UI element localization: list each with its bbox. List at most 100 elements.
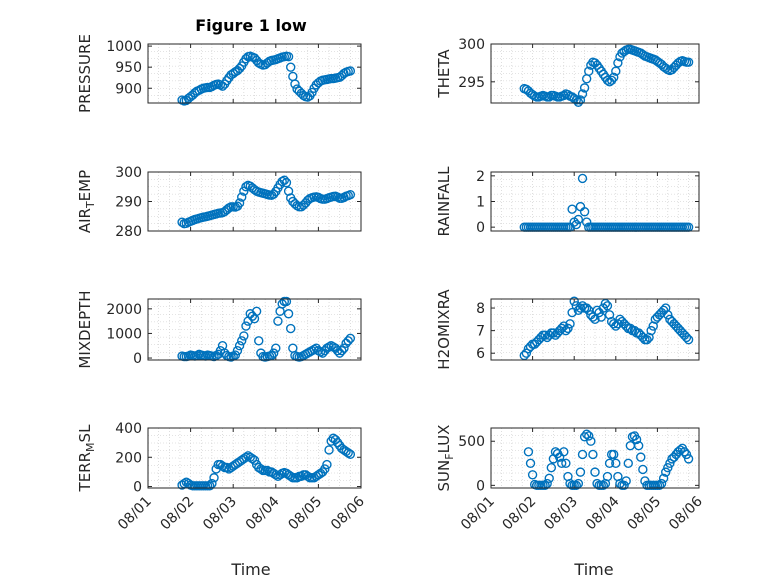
data-point: [609, 72, 619, 82]
data-point: [332, 345, 343, 356]
axes-frame: [147, 171, 362, 232]
data-point: [222, 462, 232, 473]
data-point: [584, 66, 594, 76]
data-point: [577, 173, 588, 184]
y-tick-label: 280: [115, 224, 142, 240]
data-point: [271, 470, 281, 480]
data-point: [646, 325, 656, 336]
y-tick-label: 1000: [106, 326, 142, 342]
y-tick-label: 295: [458, 75, 485, 91]
data-point: [296, 471, 307, 481]
y-tick-label: 300: [115, 165, 142, 181]
data-point: [271, 343, 281, 353]
x-tick-label: 08/04: [583, 493, 623, 533]
data-point: [345, 333, 356, 344]
data-point: [579, 207, 590, 217]
x-tick-label: 08/01: [458, 494, 498, 534]
data-point: [571, 95, 581, 105]
data-point: [592, 305, 602, 315]
data-point: [602, 471, 613, 482]
data-point: [596, 312, 606, 322]
data-point: [611, 321, 621, 331]
data-point: [590, 467, 600, 477]
data-point: [663, 310, 673, 320]
y-tick-label: 0: [476, 478, 485, 494]
data-point: [320, 464, 330, 474]
y-axis-label: RAINFALL: [435, 166, 453, 237]
data-point: [237, 336, 247, 346]
data-point: [281, 177, 292, 188]
data-point: [241, 182, 251, 192]
data-point: [663, 463, 673, 473]
data-point: [339, 343, 349, 353]
y-axis-label: THETA: [435, 49, 453, 99]
data-point: [249, 455, 260, 465]
y-tick-label: 0: [133, 351, 142, 367]
data-point: [527, 470, 538, 480]
data-point: [205, 481, 215, 491]
y-tick-label: 0: [476, 220, 485, 236]
x-tick-label: 08/02: [158, 494, 198, 534]
data-point: [345, 449, 356, 460]
y-axis-label: SUNFLUX: [435, 425, 456, 492]
y-tick-label: 1000: [106, 39, 142, 55]
axes-frame: [490, 43, 700, 104]
data-point: [324, 445, 334, 455]
data-point: [234, 341, 245, 351]
data-point: [567, 204, 577, 214]
data-point: [609, 319, 619, 329]
y-tick-label: 2: [476, 169, 485, 185]
y-axis-label: MIXDEPTH: [76, 290, 94, 368]
data-point: [561, 325, 571, 336]
data-point: [234, 63, 245, 74]
data-point: [602, 301, 613, 311]
y-tick-label: 0: [133, 480, 142, 496]
data-point: [613, 58, 623, 68]
data-point: [638, 464, 648, 475]
data-point: [540, 330, 550, 340]
data-point: [571, 219, 581, 230]
data-point: [584, 431, 594, 441]
y-tick-label: 8: [476, 301, 485, 317]
y-tick-label: 1: [476, 195, 485, 211]
y-axis-label: H2OMIXRA: [435, 289, 453, 370]
axes-rainfall: 0 1 2 RAINFALL: [435, 166, 700, 237]
data-point: [573, 97, 584, 107]
data-point: [279, 175, 290, 185]
data-point: [575, 467, 586, 477]
data-point: [343, 448, 353, 458]
x-tick-label: 08/01: [115, 494, 155, 534]
data-point: [581, 429, 592, 439]
figure-title: Figure 1 low: [195, 16, 307, 35]
data-point: [565, 319, 575, 329]
x-tick-label: 08/02: [500, 494, 540, 534]
data-point: [254, 336, 264, 346]
data-point: [579, 83, 590, 93]
data-point: [623, 458, 633, 468]
data-point: [268, 348, 279, 358]
data-point: [621, 476, 631, 486]
data-point: [273, 316, 283, 326]
data-point: [683, 57, 694, 67]
data-point: [600, 298, 611, 309]
data-point: [575, 95, 586, 105]
data-point: [241, 321, 251, 331]
axes-frame: [147, 298, 362, 361]
data-point: [588, 449, 598, 460]
data-point: [256, 464, 266, 474]
axes-frame: [147, 427, 362, 489]
x-axis-label-left: Time: [230, 560, 270, 579]
data-point: [661, 467, 671, 477]
axes-pressure: 900 950 1000 PRESSURE: [76, 34, 362, 113]
data-point: [633, 440, 644, 451]
data-point: [286, 62, 296, 72]
y-axis-label: PRESSURE: [76, 34, 94, 113]
axes-frame: [490, 171, 700, 232]
data-point: [544, 473, 554, 483]
data-point: [577, 449, 588, 460]
data-point: [563, 323, 573, 334]
data-point: [546, 463, 557, 473]
y-tick-label: 500: [458, 434, 485, 450]
data-point: [611, 458, 621, 468]
data-point: [590, 314, 600, 325]
